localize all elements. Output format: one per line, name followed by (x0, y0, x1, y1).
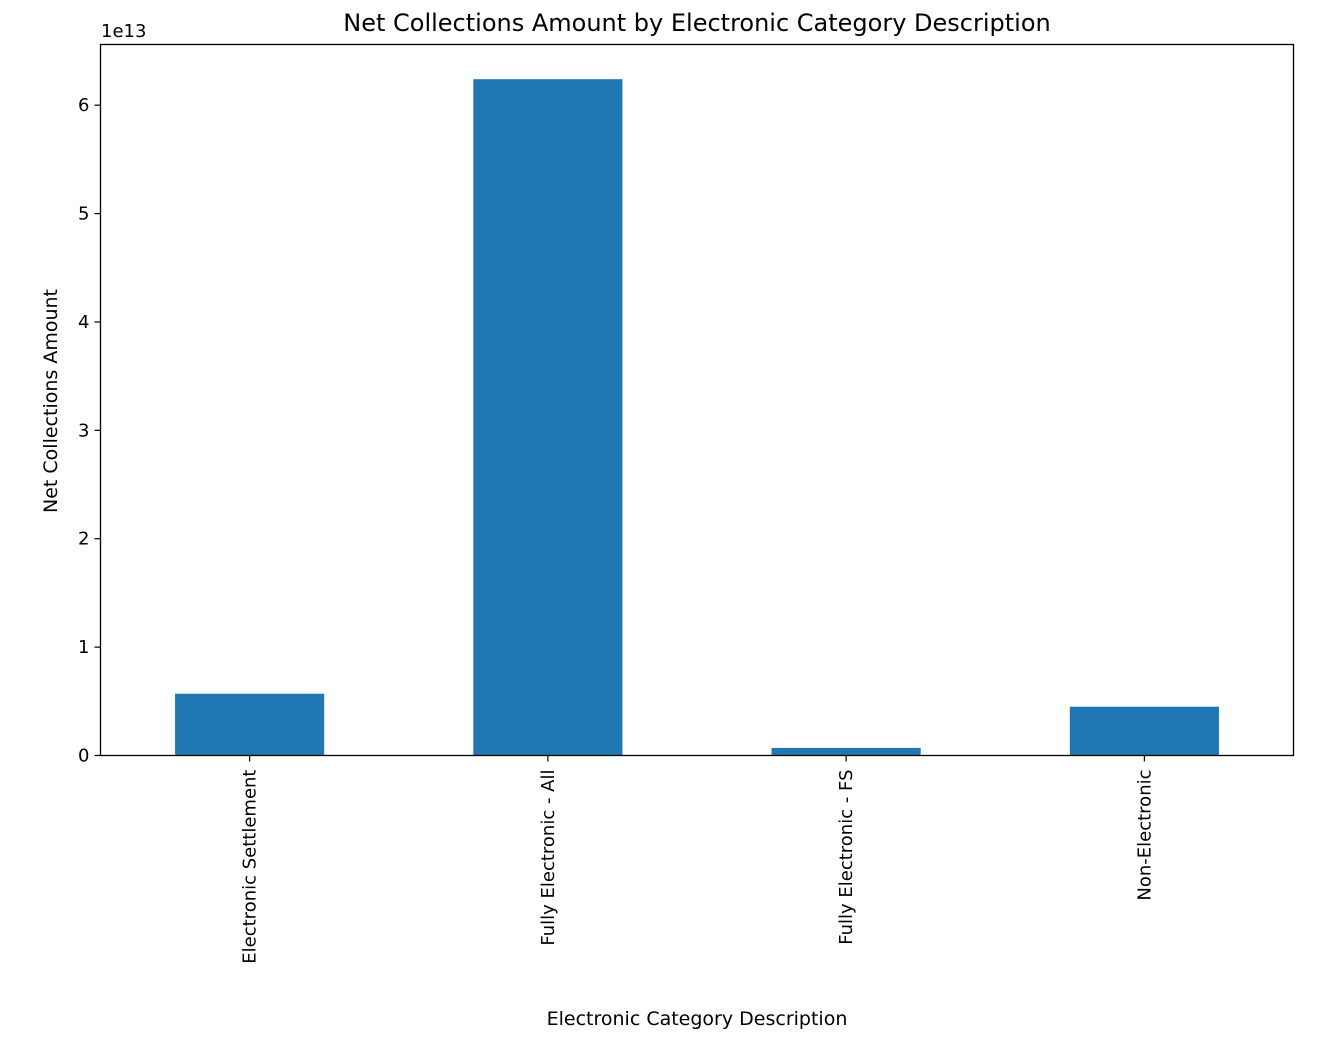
bars-layer (175, 79, 1219, 756)
y-tick-label: 4 (78, 312, 89, 333)
y-axis-offset-label: 1e13 (101, 21, 146, 42)
bar (771, 747, 921, 756)
y-tick-label: 1 (78, 637, 89, 658)
x-axis-label: Electronic Category Description (547, 1008, 848, 1030)
bar (473, 79, 623, 756)
chart-title: Net Collections Amount by Electronic Cat… (343, 9, 1050, 37)
x-axis-ticks: Electronic Settlement Fully Electronic - … (240, 755, 1155, 964)
y-tick-label: 3 (78, 420, 89, 441)
y-tick-label: 2 (78, 529, 89, 550)
x-tick-label: Electronic Settlement (240, 770, 261, 964)
x-tick-label: Fully Electronic - FS (836, 770, 857, 945)
y-tick-label: 0 (78, 746, 89, 767)
x-tick-label: Non-Electronic (1134, 770, 1155, 901)
plot-frame (99, 43, 1295, 757)
bar (175, 693, 325, 756)
y-axis-label: Net Collections Amount (40, 289, 62, 513)
y-tick-label: 6 (78, 95, 89, 116)
x-tick-label: Fully Electronic - All (538, 770, 559, 946)
bar (1069, 706, 1219, 756)
y-axis-ticks: 0 1 2 3 4 5 6 (78, 95, 101, 767)
y-tick-label: 5 (78, 204, 89, 225)
